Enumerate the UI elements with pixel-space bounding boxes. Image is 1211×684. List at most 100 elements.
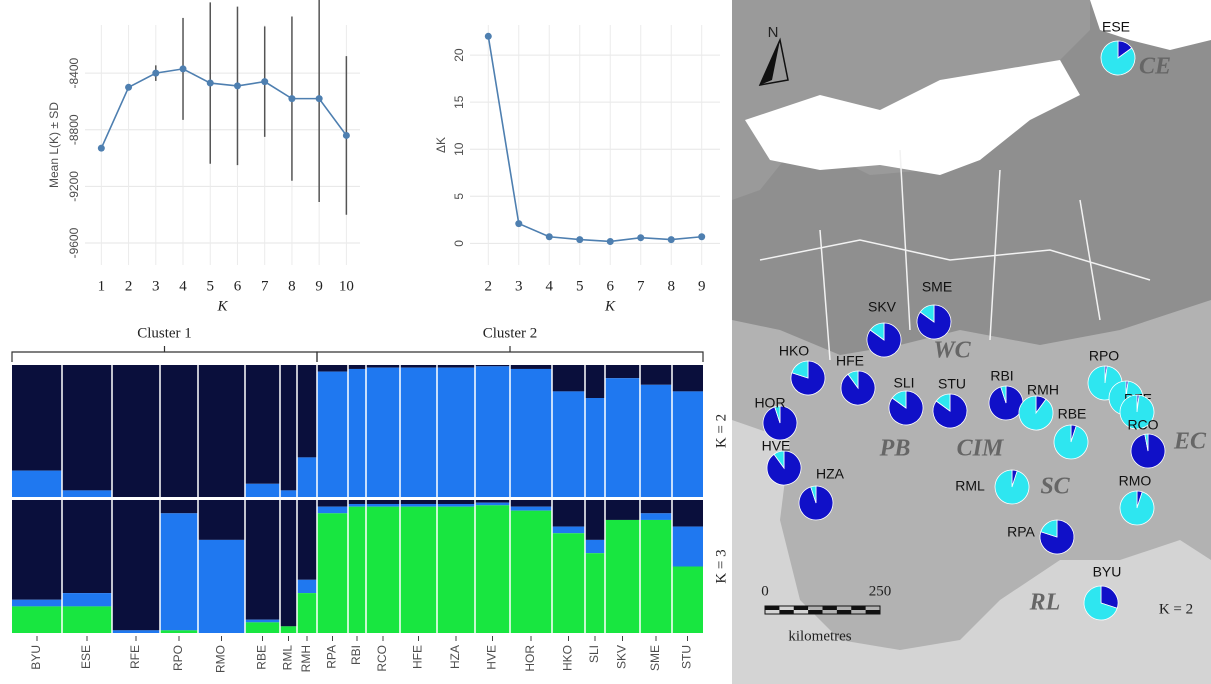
x-tick-label: RBI xyxy=(349,645,363,665)
region-label: WC xyxy=(933,338,971,364)
panel-label: K = 2 xyxy=(713,414,729,448)
admixture-bar xyxy=(198,500,245,540)
admixture-bar xyxy=(160,500,198,514)
x-tick-label: 4 xyxy=(179,278,187,294)
pie-slice xyxy=(847,370,859,390)
admixture-bar xyxy=(400,503,437,507)
x-tick-label: HVE xyxy=(485,645,499,670)
pie-slice xyxy=(1144,433,1149,452)
x-tick-label: 10 xyxy=(339,278,354,294)
admixture-bar xyxy=(348,506,366,633)
admixture-bar xyxy=(245,622,280,633)
pie-label: BYU xyxy=(1093,564,1122,580)
map-borders xyxy=(759,149,1151,361)
x-tick-label: 3 xyxy=(515,278,523,294)
admixture-bar xyxy=(280,500,297,627)
admixture-bar xyxy=(280,365,297,491)
admixture-bar xyxy=(245,619,280,623)
pie-label: RML xyxy=(955,478,985,494)
admixture-bar xyxy=(585,500,605,540)
x-tick-label: STU xyxy=(680,645,694,669)
pie-slice xyxy=(1119,490,1155,526)
scale-tick-label: 250 xyxy=(869,583,892,599)
x-tick-label: HZA xyxy=(448,645,462,669)
admixture-bar xyxy=(552,500,585,527)
plot-background xyxy=(470,25,720,265)
y-tick-label: 20 xyxy=(452,48,466,62)
admixture-bar xyxy=(437,506,475,633)
data-point xyxy=(667,236,675,244)
x-tick-label: RCO xyxy=(375,645,389,672)
data-point xyxy=(545,233,553,241)
admixture-bar xyxy=(672,500,703,527)
admixture-bar xyxy=(62,593,112,607)
data-point xyxy=(698,233,706,241)
pie-slice xyxy=(935,393,951,412)
x-tick-label: 7 xyxy=(637,278,645,294)
admixture-bar xyxy=(640,365,672,385)
admixture-bar xyxy=(672,566,703,633)
admixture-bar xyxy=(245,500,280,620)
data-point xyxy=(125,83,133,91)
map-background xyxy=(732,0,1211,684)
panel-label: K = 3 xyxy=(713,549,729,583)
admixture-bar xyxy=(605,500,640,520)
admixture-bar xyxy=(112,365,160,497)
pie-slice xyxy=(791,360,809,379)
admixture-bar xyxy=(510,500,552,507)
admixture-bar xyxy=(317,371,348,497)
x-tick-label: 8 xyxy=(288,278,296,294)
scale-bar-segment xyxy=(808,610,823,614)
admixture-bar xyxy=(475,365,510,367)
data-point xyxy=(606,237,614,245)
admixture-bar xyxy=(348,503,366,507)
admixture-bar xyxy=(585,553,605,633)
y-tick-label: 10 xyxy=(452,142,466,156)
admixture-bar xyxy=(400,365,437,368)
data-point xyxy=(637,234,645,242)
admixture-bar xyxy=(672,365,703,392)
admixture-bar xyxy=(475,505,510,633)
admixture-bar xyxy=(348,500,366,504)
admixture-bar xyxy=(366,365,400,368)
north-label: N xyxy=(768,24,779,41)
pie-slice xyxy=(1100,40,1136,76)
pie-label: HVE xyxy=(762,438,791,454)
x-tick-label: SME xyxy=(648,645,662,671)
region-label: RL xyxy=(1029,590,1061,616)
pie-label: HFE xyxy=(836,353,864,369)
admixture-bar xyxy=(297,500,317,580)
admixture-bar xyxy=(245,365,280,484)
admixture-bar xyxy=(672,526,703,567)
x-tick-label: RPO xyxy=(171,645,185,671)
data-point xyxy=(315,95,323,103)
admixture-bar xyxy=(605,519,640,633)
x-tick-label: RML xyxy=(281,645,295,671)
admixture-bar xyxy=(297,457,317,497)
data-line xyxy=(487,36,702,243)
admixture-bar xyxy=(317,365,348,372)
pie-label: HZA xyxy=(816,466,845,482)
admixture-bar xyxy=(160,630,198,633)
x-tick-label: HOR xyxy=(523,645,537,672)
pie-label: RPA xyxy=(1007,524,1035,540)
admixture-bar xyxy=(585,365,605,398)
pie-slice xyxy=(810,485,817,504)
admixture-bar xyxy=(510,506,552,511)
pie-label: SME xyxy=(922,279,952,295)
admixture-bar xyxy=(198,365,245,497)
x-tick-label: 3 xyxy=(152,278,160,294)
cluster-bracket xyxy=(316,346,704,362)
x-tick-label: 6 xyxy=(234,278,242,294)
region-label: CIM xyxy=(957,436,1005,462)
pie-slice xyxy=(774,405,781,424)
admixture-bar xyxy=(348,365,366,369)
scale-bar-segment xyxy=(865,610,880,614)
pie-label: STU xyxy=(938,376,966,392)
y-tick-label: -9200 xyxy=(67,171,81,202)
admixture-bar xyxy=(62,606,112,633)
admixture-bar xyxy=(605,365,640,379)
pie-slice xyxy=(1083,585,1118,621)
admixture-bar xyxy=(640,500,672,514)
admixture-bar xyxy=(112,500,160,631)
